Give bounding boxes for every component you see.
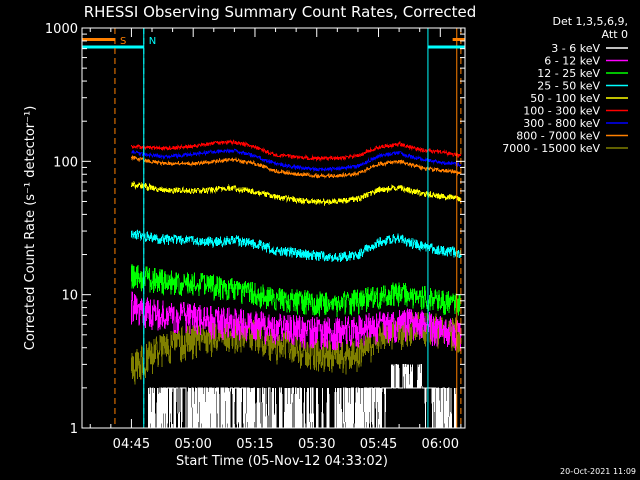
legend-label-300-800-kev: 300 - 800 keV bbox=[523, 117, 600, 130]
y-tick-label-10: 10 bbox=[61, 289, 78, 304]
series-line-800-7000-kev bbox=[130, 154, 462, 180]
x-tick-label-05:00: 05:00 bbox=[174, 437, 211, 452]
legend-label-800-7000-kev: 800 - 7000 keV bbox=[516, 130, 600, 143]
y-axis-label: Corrected Count Rate (s⁻¹ detector⁻¹) bbox=[23, 106, 38, 351]
footer-date: 20-Oct-2021 11:09 bbox=[560, 467, 636, 476]
y-tick-label-100: 100 bbox=[53, 155, 78, 170]
legend-label-12-25-kev: 12 - 25 keV bbox=[537, 67, 600, 80]
axes: 1 10 100 1000 04:45 05:00 05:15 05:30 05:45 06:00 bbox=[45, 22, 465, 452]
chart-title: RHESSI Observing Summary Count Rates, Co… bbox=[84, 3, 477, 21]
legend-label-50-100-kev: 50 - 100 keV bbox=[530, 92, 600, 105]
series-line-100-300-kev bbox=[130, 139, 462, 162]
legend-label-6-12-kev: 6 - 12 keV bbox=[544, 55, 600, 68]
plot-frame bbox=[81, 27, 466, 429]
legend-label-25-50-kev: 25 - 50 keV bbox=[537, 80, 600, 93]
series-line-25-50-kev bbox=[130, 229, 462, 262]
series-line-50-100-kev bbox=[130, 180, 461, 207]
x-tick-label-05:30: 05:30 bbox=[298, 437, 335, 452]
x-tick-label-05:45: 05:45 bbox=[360, 437, 397, 452]
legend-title-line-1: Det 1,3,5,6,9, bbox=[552, 15, 628, 28]
x-axis-label: Start Time (05-Nov-12 04:33:02) bbox=[176, 454, 388, 469]
series-line-12-25-kev bbox=[130, 263, 462, 318]
y-tick-label-1000: 1000 bbox=[45, 22, 78, 37]
legend-title-line-2: Att 0 bbox=[602, 28, 628, 41]
x-tick-label-05:15: 05:15 bbox=[236, 437, 273, 452]
annotation-label-n: N bbox=[149, 36, 156, 47]
y-tick-label-1: 1 bbox=[70, 422, 78, 437]
annotation-label-s: S bbox=[120, 36, 126, 47]
legend-label-100-300-kev: 100 - 300 keV bbox=[523, 105, 600, 118]
legend-label-7000-15000-kev: 7000 - 15000 keV bbox=[502, 142, 600, 155]
x-tick-label-06:00: 06:00 bbox=[422, 437, 459, 452]
legend-label-3-6-kev: 3 - 6 keV bbox=[551, 42, 600, 55]
series-line-300-800-kev bbox=[131, 147, 462, 173]
x-tick-label-04:45: 04:45 bbox=[113, 437, 150, 452]
y-axis-label-text: Corrected Count Rate (s⁻¹ detector⁻¹) bbox=[23, 106, 38, 351]
series-line-6-12-kev bbox=[130, 291, 462, 352]
